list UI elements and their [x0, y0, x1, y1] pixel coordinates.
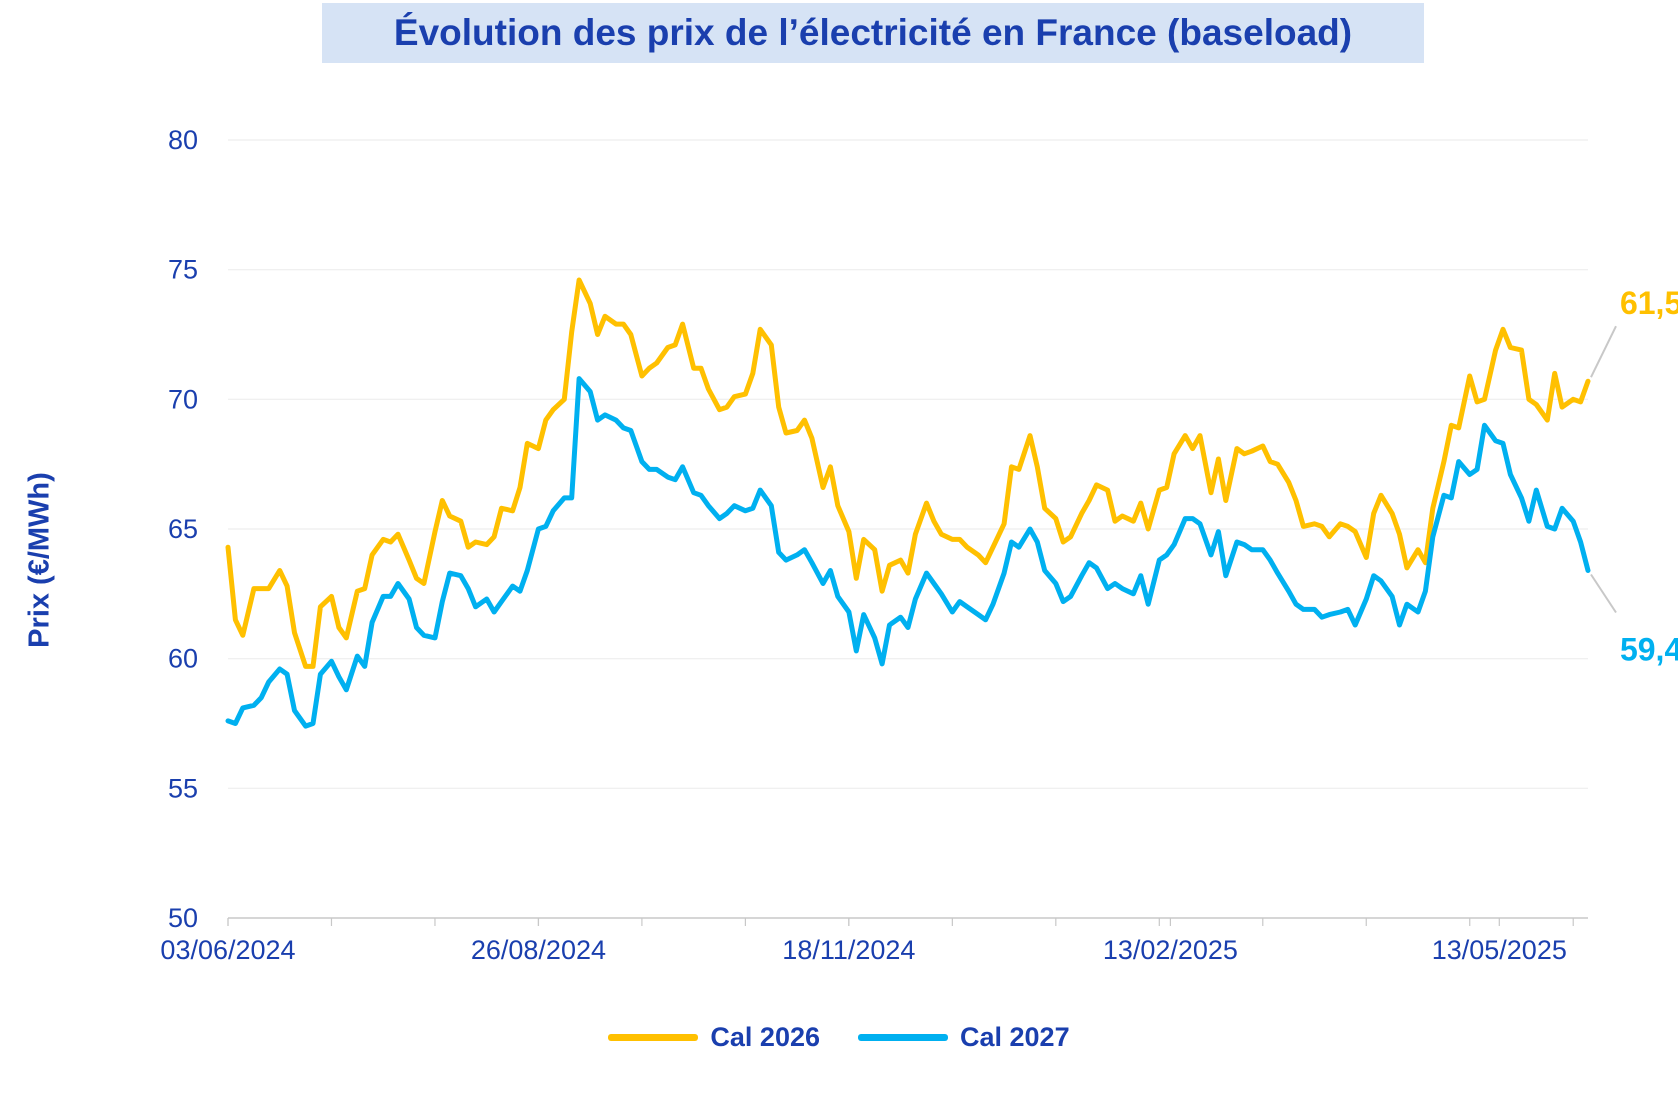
- line-chart: 50 55 60 65 70 75 80 03/06/2024 26/08/2024 18/11…: [160, 125, 1678, 965]
- y-tick-label: 60: [168, 644, 198, 674]
- x-tick-label: 13/02/2025: [1103, 935, 1238, 965]
- end-label: 59,42: [1620, 631, 1678, 667]
- y-tick-label: 50: [168, 903, 198, 933]
- y-axis-ticks: 50 55 60 65 70 75 80: [168, 125, 198, 933]
- x-tick-label: 13/05/2025: [1432, 935, 1567, 965]
- gridlines: [228, 139, 1588, 789]
- legend-label: Cal 2026: [710, 1022, 820, 1052]
- y-tick-label: 75: [168, 255, 198, 285]
- y-tick-label: 70: [168, 384, 198, 414]
- x-tick-label: 18/11/2024: [782, 935, 915, 965]
- y-tick-label: 80: [168, 125, 198, 155]
- legend: Cal 2026 Cal 2027: [0, 1022, 1678, 1053]
- x-tick-label: 26/08/2024: [471, 935, 606, 965]
- legend-item: Cal 2026: [608, 1022, 820, 1053]
- end-label-leader: [1590, 325, 1617, 378]
- legend-swatch: [608, 1034, 699, 1041]
- x-tick-label: 03/06/2024: [160, 935, 295, 965]
- series-line: [225, 376, 1591, 729]
- end-label: 61,57: [1620, 285, 1678, 321]
- y-tick-label: 65: [168, 514, 198, 544]
- end-label-leader: [1590, 573, 1617, 614]
- series-lines: [225, 277, 1591, 729]
- legend-label: Cal 2027: [960, 1022, 1070, 1052]
- end-labels: 61,57 59,42: [1590, 285, 1678, 667]
- chart-title-box: Évolution des prix de l’électricité en F…: [322, 3, 1424, 63]
- series-line: [225, 277, 1591, 669]
- legend-item: Cal 2027: [858, 1022, 1070, 1053]
- y-tick-label: 55: [168, 773, 198, 803]
- x-axis: 03/06/2024 26/08/2024 18/11/2024 13/02/2025…: [160, 917, 1588, 965]
- legend-swatch: [858, 1034, 948, 1041]
- chart-title: Évolution des prix de l’électricité en F…: [393, 12, 1353, 53]
